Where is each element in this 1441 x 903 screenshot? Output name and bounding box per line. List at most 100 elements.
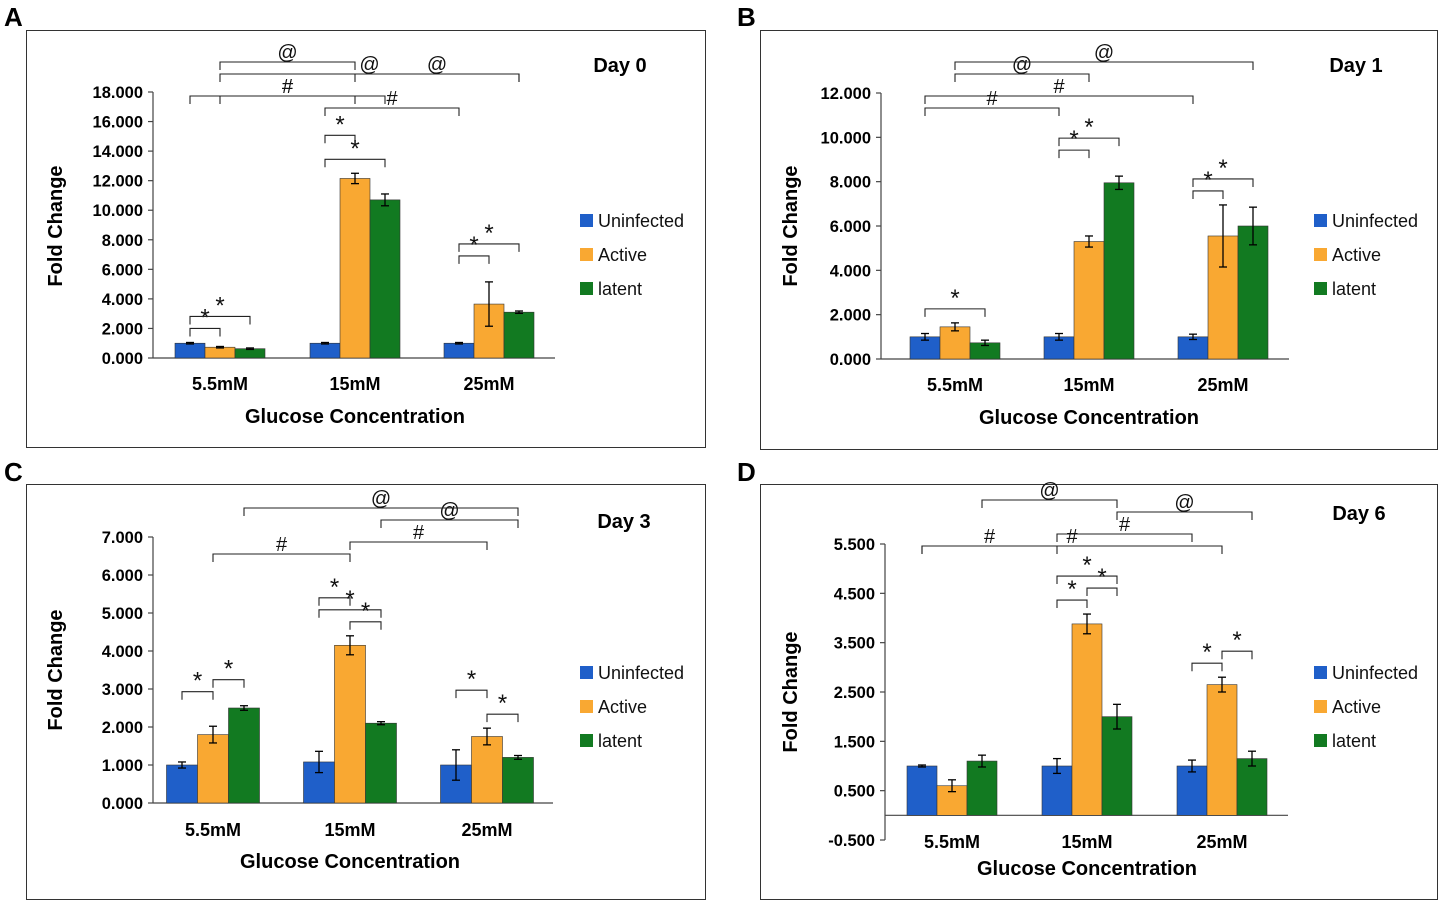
y-tick-label-b: 4.000 [830,262,871,280]
bar-d-uninfected-5.5mM [906,765,938,816]
y-tick-label-a: 2.000 [102,320,143,338]
significance-mark-a: # [386,88,398,110]
significance-bracket-a [458,255,490,264]
significance-bracket-d [1221,650,1253,660]
significance-bracket-a [189,315,251,325]
significance-bracket-b [1058,137,1120,147]
bar-a-latent-15mM [369,199,401,359]
significance-mark-c: # [413,522,425,544]
significance-mark-d: * [1067,576,1076,603]
significance-mark-d: # [984,526,996,548]
legend-swatch-b-active [1314,248,1327,261]
significance-bracket-c [380,519,519,528]
significance-mark-d: * [1082,552,1091,579]
bar-c-active-25mM [471,736,503,804]
x-category-label-d: 5.5mM [924,832,980,852]
y-tick-label-a: 6.000 [102,261,143,279]
x-category-label-d: 25mM [1196,832,1247,852]
y-axis-title-c: Fold Change [45,609,67,730]
bar-a-active-5.5mM [204,346,236,359]
significance-mark-b: * [1218,155,1227,182]
significance-bracket-c [181,691,214,700]
bar-b-latent-25mM [1237,225,1269,360]
y-tick-label-c: 3.000 [102,681,143,699]
significance-bracket-b [1058,149,1090,159]
y-tick-label-d: 4.500 [834,585,875,603]
significance-mark-a: * [484,220,493,247]
significance-mark-b: * [1203,167,1212,194]
significance-bracket-c [318,609,382,618]
bar-c-active-5.5mM [197,734,229,804]
y-tick-label-c: 6.000 [102,567,143,585]
significance-bracket-c [212,553,351,562]
significance-mark-c: @ [439,500,459,522]
y-tick-label-c: 5.000 [102,605,143,623]
y-tick-label-d: -0.500 [828,832,875,850]
x-axis-title-d: Glucose Concentration [977,858,1197,880]
significance-mark-d: @ [1174,492,1194,514]
y-tick-label-c: 7.000 [102,529,143,547]
significance-bracket-c [318,597,351,606]
y-tick-label-d: 2.500 [834,684,875,702]
significance-mark-a: * [200,304,209,331]
y-tick-label-a: 8.000 [102,232,143,250]
significance-bracket-b [1192,190,1224,199]
y-tick-label-b: 2.000 [830,307,871,325]
significance-mark-b: * [1069,126,1078,153]
significance-mark-a: # [282,76,294,98]
bar-d-uninfected-25mM [1176,765,1208,816]
significance-mark-d: * [1202,639,1211,666]
significance-mark-a: @ [427,54,447,76]
significance-mark-b: @ [1012,54,1032,76]
y-tick-label-b: 10.000 [821,129,871,147]
legend-label-d-active: Active [1332,697,1381,717]
bar-a-uninfected-25mM [443,342,475,359]
legend-label-b-latent: latent [1332,279,1376,299]
chart-title-c: Day 3 [597,511,650,533]
x-category-label-a: 15mM [329,374,380,394]
legend-label-a-latent: latent [598,279,642,299]
significance-bracket-c [243,507,519,516]
significance-mark-c: * [345,586,354,613]
significance-bracket-a [324,107,460,116]
chart-title-b: Day 1 [1329,55,1382,77]
x-category-label-d: 15mM [1061,832,1112,852]
y-tick-label-d: 1.500 [834,733,875,751]
x-axis-title-c: Glucose Concentration [240,851,460,873]
panel-letter-a: A [4,2,23,32]
significance-mark-d: * [1097,564,1106,591]
significance-mark-c: * [467,666,476,693]
chart-panel-c [26,484,706,900]
x-category-label-a: 25mM [463,374,514,394]
significance-bracket-b [954,61,1254,70]
bar-b-uninfected-25mM [1177,336,1209,360]
bar-c-active-15mM [334,644,366,804]
significance-mark-b: * [950,285,959,312]
significance-bracket-a [189,327,221,337]
legend-label-a-active: Active [598,245,647,265]
significance-bracket-d [1056,599,1088,609]
bar-d-latent-15mM [1101,716,1133,816]
bar-d-latent-25mM [1236,758,1268,816]
x-axis-title-b: Glucose Concentration [979,407,1199,429]
significance-mark-a: @ [359,54,379,76]
significance-mark-d: # [1066,526,1078,548]
legend-swatch-b-uninfected [1314,214,1327,227]
bar-d-active-15mM [1071,623,1103,816]
significance-bracket-d [1116,511,1253,520]
y-tick-label-d: 3.500 [834,635,875,653]
significance-bracket-a [324,134,356,144]
significance-bracket-c [212,679,245,688]
significance-mark-c: * [224,656,233,683]
legend-swatch-a-latent [580,282,593,295]
significance-mark-a: * [335,111,344,138]
legend-label-b-active: Active [1332,245,1381,265]
bar-a-active-15mM [339,178,371,359]
legend-label-b-uninfected: Uninfected [1332,211,1418,231]
x-category-label-c: 15mM [324,820,375,840]
legend-swatch-d-latent [1314,734,1327,747]
legend-label-c-latent: latent [598,731,642,751]
significance-mark-c: * [193,668,202,695]
y-tick-label-b: 8.000 [830,174,871,192]
